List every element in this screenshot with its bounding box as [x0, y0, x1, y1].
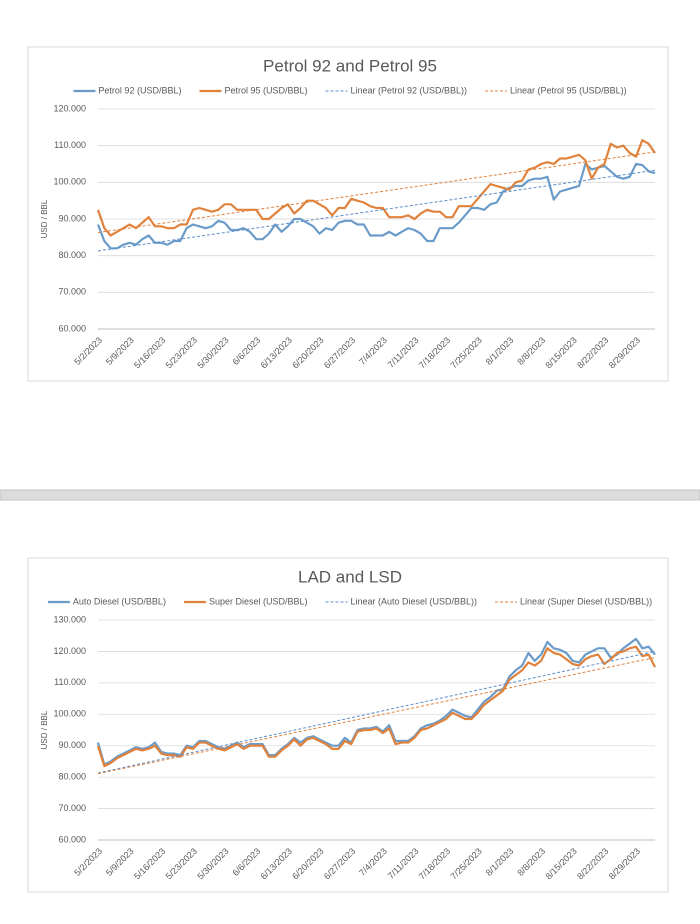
legend: Petrol 92 (USD/BBL) Petrol 95 (USD/BBL) Li…: [73, 85, 627, 95]
y-tick-label: 60.000: [58, 834, 86, 844]
y-tick-label: 80.000: [58, 772, 86, 782]
trend-line: [97, 151, 656, 234]
y-tick-label: 60.000: [58, 323, 86, 333]
series-line: [96, 139, 656, 237]
chart: LAD and LSD 60.000 70.000 80.000 90.000 100.0…: [27, 557, 669, 893]
legend-label: Linear (Auto Diesel (USD/BBL)): [351, 596, 478, 606]
chart: Petrol 92 and Petrol 95 60.000 70.000 80.00…: [27, 46, 669, 382]
y-tick-label: 80.000: [58, 250, 86, 260]
y-tick-label: 100.000: [53, 709, 86, 719]
chart-title: LAD and LSD: [298, 567, 402, 586]
legend-label: Linear (Petrol 95 (USD/BBL)): [510, 85, 627, 95]
legend-label: Petrol 92 (USD/BBL): [98, 85, 181, 95]
y-tick-label: 120.000: [53, 646, 86, 656]
y-tick-label: 110.000: [54, 677, 86, 687]
series-line: [96, 645, 656, 768]
y-tick-label: 90.000: [58, 213, 86, 223]
y-tick-label: 110.000: [54, 140, 86, 150]
legend: Auto Diesel (USD/BBL) Super Diesel (USD/B…: [47, 596, 652, 606]
legend-label: Petrol 95 (USD/BBL): [224, 85, 307, 95]
trend-line: [97, 169, 656, 252]
legend-label: Super Diesel (USD/BBL): [209, 596, 308, 606]
chart-frame: [27, 557, 669, 893]
legend-label: Linear (Petrol 92 (USD/BBL)): [350, 85, 467, 95]
y-tick-label: 70.000: [58, 287, 86, 297]
y-axis-label: USD / BBL: [40, 199, 49, 238]
y-tick-label: 130.000: [53, 614, 86, 624]
legend-label: Auto Diesel (USD/BBL): [73, 596, 166, 606]
series-line: [96, 162, 656, 250]
chart-frame: [27, 46, 669, 382]
y-tick-label: 90.000: [58, 740, 86, 750]
y-tick-label: 70.000: [58, 803, 86, 813]
chart-title: Petrol 92 and Petrol 95: [263, 56, 437, 75]
trend-line: [97, 650, 656, 774]
y-axis-label: USD / BBL: [40, 710, 49, 749]
y-tick-label: 120.000: [53, 103, 86, 113]
series-line: [96, 637, 656, 766]
page-divider: [0, 489, 700, 501]
legend-label: Linear (Super Diesel (USD/BBL)): [520, 596, 652, 606]
y-tick-label: 100.000: [53, 177, 86, 187]
